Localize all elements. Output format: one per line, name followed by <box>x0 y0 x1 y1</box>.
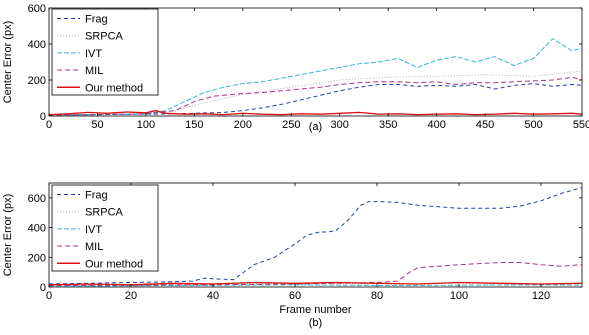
legend-label: SRPCA <box>85 31 124 43</box>
series-line-our-method <box>49 281 582 286</box>
series-lines <box>49 187 582 287</box>
y-tick-label: 600 <box>28 193 46 205</box>
x-tick-label: 50 <box>91 119 103 131</box>
panel-caption: (a) <box>309 121 322 133</box>
chart-b: 0 20 40 60 80 100 120 0 200 400 600 Center Error (p… <box>2 182 583 329</box>
x-tick-label: 40 <box>207 290 219 302</box>
x-tick-label: 80 <box>371 290 383 302</box>
x-tick-label: 120 <box>532 290 550 302</box>
legend: Frag SRPCA IVT MIL Our method <box>51 184 159 272</box>
x-tick-label: 0 <box>46 119 52 131</box>
x-tick-label: 250 <box>282 119 300 131</box>
x-tick-label: 300 <box>331 119 349 131</box>
y-tick-label: 200 <box>28 252 46 264</box>
legend-label: MIL <box>85 241 103 253</box>
x-tick-label: 550 <box>573 119 589 131</box>
legend-box <box>51 8 159 96</box>
legend-label: Our method <box>85 82 143 94</box>
legend: Frag SRPCA IVT MIL Our method <box>51 8 159 96</box>
x-tick-label: 60 <box>289 290 301 302</box>
x-tick-label: 450 <box>476 119 494 131</box>
y-axis-label: Center Error (px) <box>2 21 14 104</box>
legend-label: IVT <box>85 48 102 60</box>
x-tick-label: 100 <box>450 290 468 302</box>
legend-label: IVT <box>85 224 102 236</box>
series-line-ivt <box>49 284 582 287</box>
x-tick-label: 400 <box>427 119 445 131</box>
x-axis-label: Frame number <box>279 304 351 316</box>
y-tick-label: 600 <box>28 3 46 15</box>
y-tick-label: 400 <box>28 39 46 51</box>
series-line-mil <box>49 262 582 286</box>
legend-label: Frag <box>85 189 108 201</box>
x-tick-label: 200 <box>234 119 252 131</box>
legend-label: Frag <box>85 13 108 25</box>
y-tick-label: 0 <box>40 111 46 123</box>
legend-label: Our method <box>85 258 143 270</box>
x-tick-label: 20 <box>125 290 137 302</box>
x-tick-label: 500 <box>524 119 542 131</box>
series-line-frag <box>49 187 582 285</box>
y-tick-label: 400 <box>28 223 46 235</box>
x-tick-label: 0 <box>46 290 52 302</box>
x-tick-label: 100 <box>137 119 155 131</box>
y-tick-label: 200 <box>28 75 46 87</box>
legend-box <box>51 184 159 272</box>
x-tick-label: 350 <box>379 119 397 131</box>
series-line-ivt <box>49 37 582 116</box>
panel-caption: (b) <box>309 317 322 329</box>
x-tick-label: 150 <box>185 119 203 131</box>
series-line-our-method <box>49 109 582 116</box>
legend-label: MIL <box>85 65 103 77</box>
chart-a: 0 50 100 150 200 250 300 350 400 450 500 550 0 200 400… <box>2 3 589 133</box>
y-tick-label: 0 <box>40 282 46 294</box>
legend-label: SRPCA <box>85 207 124 219</box>
y-axis-label: Center Error (px) <box>2 194 14 277</box>
series-line-mil <box>49 76 582 116</box>
